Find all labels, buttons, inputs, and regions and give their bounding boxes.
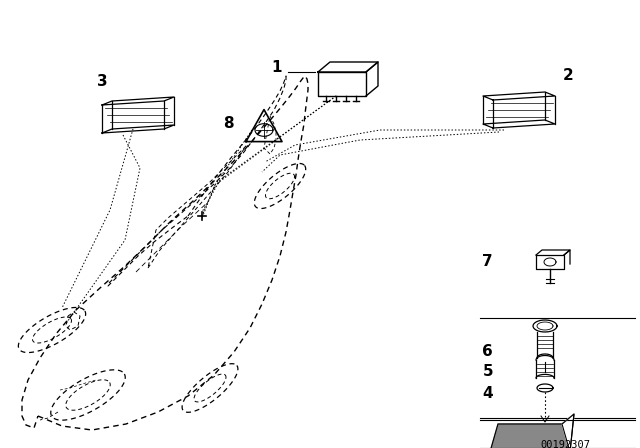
Text: 8: 8 xyxy=(223,116,234,132)
Text: 1: 1 xyxy=(271,60,282,76)
Text: 2: 2 xyxy=(563,69,573,83)
Polygon shape xyxy=(562,414,574,448)
Text: 4: 4 xyxy=(483,387,493,401)
Text: 00192307: 00192307 xyxy=(540,440,590,448)
Text: 6: 6 xyxy=(483,345,493,359)
Polygon shape xyxy=(490,424,570,448)
Text: 5: 5 xyxy=(483,365,493,379)
Text: 3: 3 xyxy=(97,74,108,90)
Text: 7: 7 xyxy=(483,254,493,270)
